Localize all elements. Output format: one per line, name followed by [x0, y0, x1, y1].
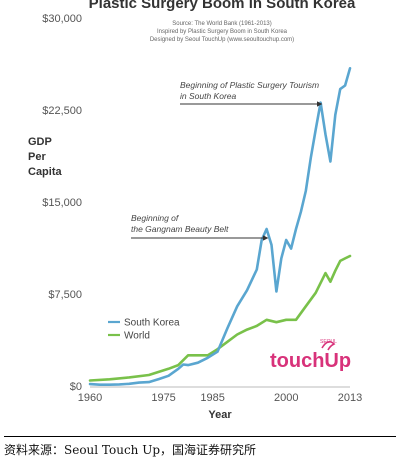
annotation-1-line-2: in South Korea: [180, 91, 237, 101]
chart-subtitle-designed: Designed by Seoul TouchUp (www.seoultouc…: [150, 37, 294, 43]
x-tick-label: 1960: [78, 392, 102, 404]
y-tick-label: $0: [70, 381, 82, 393]
series-line-world: [88, 254, 352, 382]
source-note: 资料来源：Seoul Touch Up，国海证券研究所: [4, 436, 396, 458]
x-axis-label: Year: [208, 409, 232, 421]
series-line-south-korea: [88, 67, 352, 387]
logo-text: touchUp: [270, 350, 351, 372]
chart-subtitle-source: Source: The World Bank (1961-2013): [172, 21, 272, 27]
legend-label-world: World: [124, 331, 150, 342]
y-axis-label-line-2: Per: [28, 151, 46, 163]
logo-swoosh-icon: [321, 340, 336, 351]
x-tick-label: 1975: [151, 392, 175, 404]
chart: Plastic Surgery Boom in South Korea Sour…: [28, 0, 362, 421]
x-tick-label: 1985: [200, 392, 224, 404]
y-axis-ticks: $0 $7,500 $15,000 $22,500 $30,000: [42, 13, 82, 393]
x-tick-label: 2013: [338, 392, 362, 404]
series-group: [88, 67, 352, 387]
legend: South Korea World: [108, 318, 180, 342]
seoul-touchup-logo: SEOUL touchUp: [270, 339, 351, 372]
y-tick-label: $30,000: [42, 13, 82, 25]
annotation-2-line-1: Beginning of: [131, 213, 180, 223]
annotation-2-line-2: the Gangnam Beauty Belt: [131, 224, 229, 234]
y-tick-label: $7,500: [48, 289, 82, 301]
x-axis-ticks: 1960 1975 1985 2000 2013: [78, 392, 362, 404]
chart-subtitle-inspired: Inspired by Plastic Surgery Boom in Sout…: [157, 29, 288, 35]
legend-label-south-korea: South Korea: [124, 318, 180, 329]
y-axis-label-line-1: GDP: [28, 136, 52, 148]
chart-title: Plastic Surgery Boom in South Korea: [89, 0, 356, 12]
y-axis-label-line-3: Capita: [28, 166, 63, 178]
annotation-1-line-1: Beginning of Plastic Surgery Tourism: [180, 80, 319, 90]
x-tick-label: 2000: [274, 392, 298, 404]
y-tick-label: $22,500: [42, 105, 82, 117]
y-tick-label: $15,000: [42, 197, 82, 209]
